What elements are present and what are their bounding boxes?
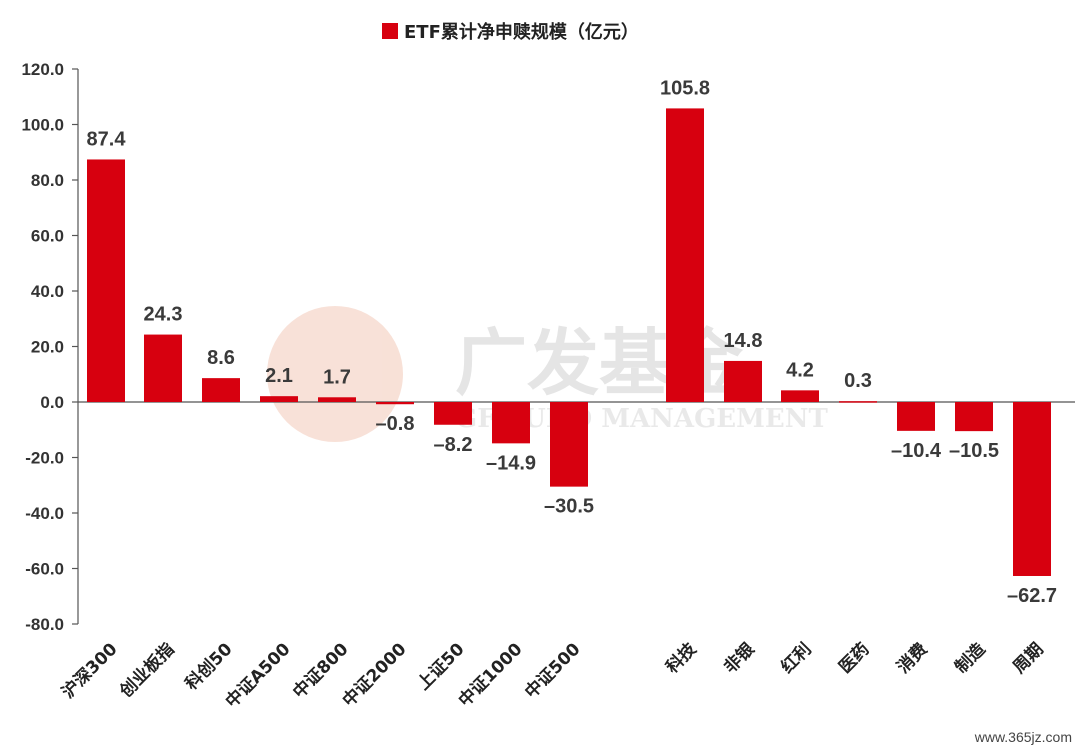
y-tick-label: 0.0 [40,393,64,412]
category-label: 中证2000 [338,639,410,711]
y-tick-label: 60.0 [31,227,64,246]
bar [724,360,762,402]
category-label: 周期 [1009,639,1047,677]
bar [550,402,588,487]
category-label: 上证50 [414,639,469,694]
bar-value-label: 24.3 [144,304,183,326]
category-label: 科技 [662,638,702,678]
bar [434,402,472,425]
y-tick-label: -60.0 [25,560,64,579]
bar [897,402,935,431]
legend-label: ETF累计净申赎规模（亿元） [404,21,639,43]
bar-value-label: –0.8 [376,413,415,435]
category-label: 制造 [951,638,991,678]
bar-value-label: 14.8 [724,330,763,352]
category-label: 科创50 [181,639,237,695]
y-tick-label: 120.0 [21,60,64,79]
bar [666,108,704,402]
y-tick-label: -20.0 [25,449,64,468]
data-labels: 87.4 24.3 8.6 2.1 1.7 –0.8 –8.2 –14.9 –30.5 105.8… [87,77,1058,607]
bar [87,159,125,402]
category-label: 创业板指 [115,639,179,703]
bar-value-label: 105.8 [660,77,710,99]
y-tick-label: 80.0 [31,171,64,190]
legend-swatch [382,23,398,39]
bar [955,402,993,432]
y-tick-label: 100.0 [21,116,64,135]
bar-value-label: –30.5 [544,496,594,518]
y-tick-label: 40.0 [31,282,64,301]
bar [492,402,530,444]
bar [376,402,414,405]
bar-value-label: 0.3 [844,370,872,392]
bar-value-label: 8.6 [207,347,235,369]
bar-value-label: 87.4 [87,128,127,150]
y-tick-label: -80.0 [25,615,64,634]
bar [839,401,877,403]
bar [781,390,819,402]
bar-value-label: –8.2 [434,434,473,456]
bar-value-label: –62.7 [1007,585,1057,607]
category-label: 非银 [720,638,760,678]
bar-value-label: –10.4 [891,440,942,462]
bar [318,397,356,402]
bar [260,396,298,402]
site-watermark: www.365jz.com [974,729,1072,745]
bar-value-label: 4.2 [786,359,814,381]
y-tick-label: 20.0 [31,338,64,357]
category-label: 中证500 [521,639,585,703]
watermark-logo-icon [267,306,403,442]
legend: ETF累计净申赎规模（亿元） [382,21,639,43]
bar-value-label: –14.9 [486,452,536,474]
bar-value-label: 2.1 [265,365,293,387]
bar-value-label: –10.5 [949,440,999,462]
bar [202,378,240,402]
y-tick-label: -40.0 [25,504,64,523]
category-label: 医药 [835,639,874,678]
category-label: 红利 [777,639,816,678]
category-label: 消费 [893,639,932,678]
bars [87,108,1051,576]
bar [1013,402,1051,576]
category-label: 中证1000 [454,639,526,711]
bar [144,334,182,402]
category-label: 沪深300 [58,639,122,703]
bar-value-label: 1.7 [323,366,351,388]
